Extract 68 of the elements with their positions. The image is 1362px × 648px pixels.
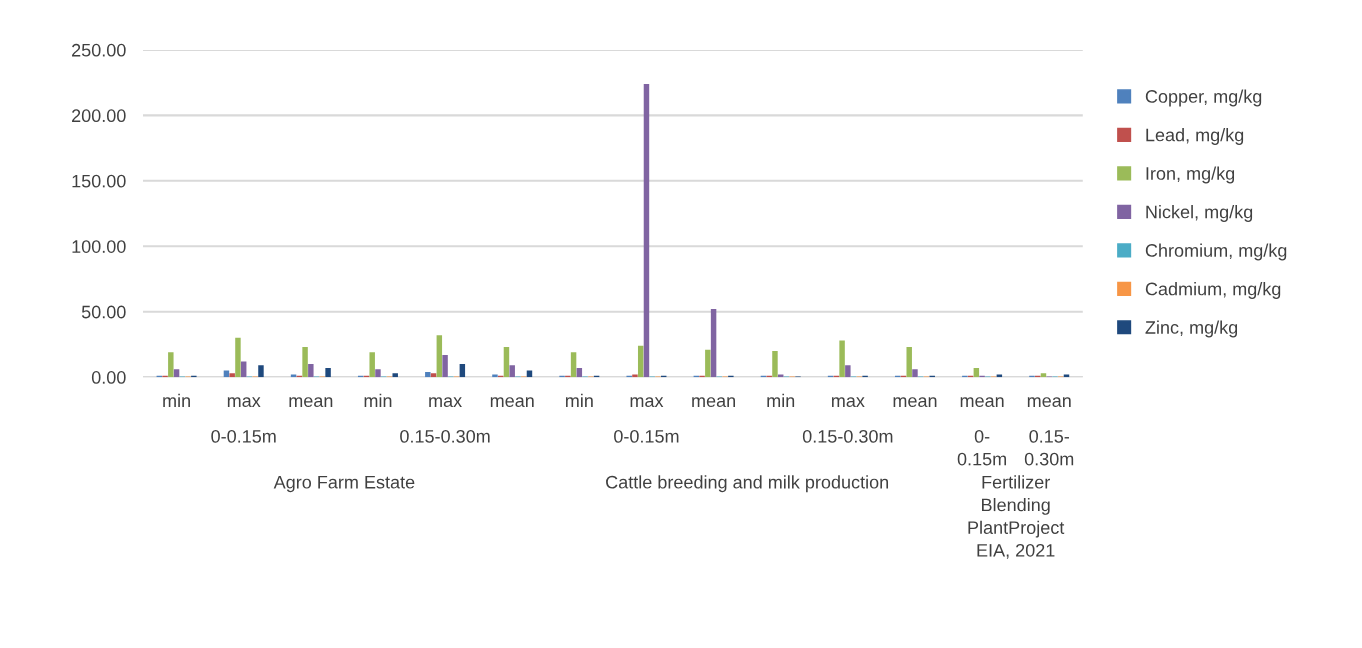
bar	[973, 367, 980, 378]
bar	[637, 345, 644, 378]
bar	[240, 361, 247, 378]
bar	[436, 335, 443, 378]
text: Agro Farm Estate	[273, 475, 415, 493]
text: Fertilizer Blending PlantProject EIA, 2021	[968, 475, 1065, 559]
bar	[173, 369, 180, 378]
bar	[459, 364, 466, 378]
bar	[392, 373, 398, 378]
x-tick-label: min	[163, 393, 190, 407]
x-tick-label: max	[227, 397, 261, 408]
bar	[325, 367, 331, 378]
bar	[503, 347, 510, 378]
x-tick-label: mean	[692, 397, 735, 408]
bar	[1040, 373, 1047, 378]
text: 0-0.15m	[211, 429, 276, 443]
legend-label: Copper, mg/kg	[1145, 89, 1262, 107]
bar	[425, 371, 431, 378]
x-tick-label: max	[429, 397, 462, 408]
y-tick-label: 150.00	[72, 174, 126, 188]
x-tick-label: max	[831, 397, 865, 408]
bar	[845, 365, 851, 378]
bar	[302, 347, 308, 378]
bar	[912, 369, 918, 378]
bar	[570, 352, 577, 378]
legend-label: Zinc, mg/kg	[1145, 320, 1238, 338]
y-tick-label: 0.00	[91, 371, 126, 384]
bar	[369, 352, 375, 378]
text: 0-0.15m	[614, 429, 679, 443]
x-tick-label: mean	[893, 397, 937, 408]
x-tick-label: mean	[289, 397, 333, 408]
bar	[235, 337, 241, 378]
x-tick-label: mean	[960, 397, 1004, 408]
legend-label: Chromium, mg/kg	[1145, 243, 1287, 261]
bar	[509, 365, 515, 378]
x-tick-label: max	[630, 397, 664, 408]
y-tick-label: 200.00	[72, 109, 126, 123]
bar	[375, 369, 381, 378]
legend-label: Cadmium, mg/kg	[1145, 282, 1281, 299]
y-tick-label: 50.00	[81, 305, 126, 319]
bar	[839, 340, 845, 378]
bar	[229, 373, 235, 378]
bar	[258, 365, 264, 378]
y-tick-label: 250.00	[72, 43, 126, 57]
bar	[906, 347, 912, 378]
x-tick-label: min	[767, 393, 795, 407]
text: 0.15-0.30m	[400, 429, 490, 443]
text: 0- 0.15m	[957, 429, 1006, 466]
bar	[772, 350, 778, 378]
bar	[710, 309, 717, 378]
bar	[168, 352, 174, 378]
bar	[308, 364, 314, 378]
bar	[430, 373, 437, 378]
x-tick-label: min	[364, 393, 392, 407]
x-tick-label: mean	[490, 397, 534, 408]
bar	[705, 349, 711, 378]
legend-label: Nickel, mg/kg	[1146, 205, 1253, 222]
bar	[442, 354, 448, 378]
x-tick-label: min	[565, 393, 593, 407]
text: 0.15-0.30m	[802, 429, 893, 443]
text: Cattle breeding and milk production	[606, 475, 889, 493]
legend-label: Iron, mg/kg	[1146, 166, 1235, 184]
x-tick-label: mean	[1027, 397, 1071, 408]
legend-label: Lead, mg/kg	[1146, 128, 1244, 145]
text: 0.15- 0.30m	[1024, 429, 1074, 466]
bar	[576, 367, 583, 378]
y-tick-label: 100.00	[72, 240, 126, 253]
bar	[643, 83, 650, 378]
